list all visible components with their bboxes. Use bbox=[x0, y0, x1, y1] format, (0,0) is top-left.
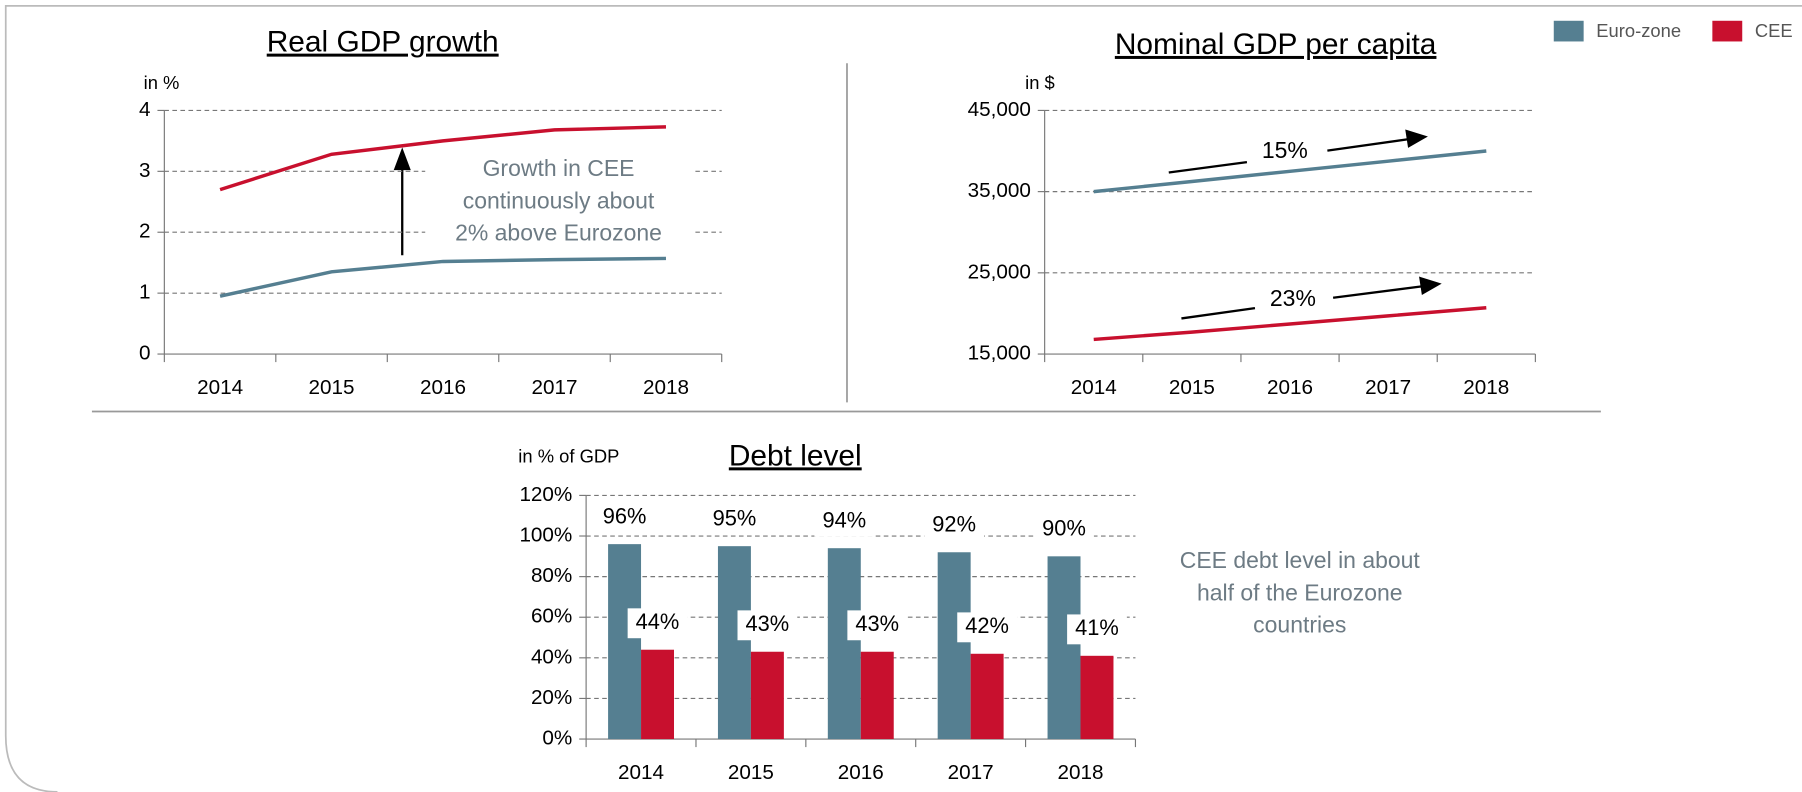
chart-title: Real GDP growth bbox=[267, 26, 499, 59]
x-tick-label: 2016 bbox=[1267, 376, 1313, 399]
value-label-bg bbox=[957, 612, 1018, 643]
x-tick-label: 2016 bbox=[420, 376, 466, 399]
axis-label: in % of GDP bbox=[518, 445, 619, 466]
y-tick-label: 3 bbox=[139, 159, 151, 182]
y-tick-label: 80% bbox=[531, 564, 572, 587]
bar bbox=[717, 546, 751, 740]
bar bbox=[750, 651, 784, 740]
arrow bbox=[1332, 285, 1423, 299]
y-tick-label: 100% bbox=[519, 523, 572, 546]
value-label-bg bbox=[1034, 514, 1094, 545]
annotation: half of the Eurozone bbox=[1197, 579, 1403, 605]
value-label-bg bbox=[737, 610, 798, 641]
arrows bbox=[393, 129, 1442, 320]
y-tick-label: 1 bbox=[139, 281, 151, 304]
x-tick-label: 2018 bbox=[1058, 761, 1104, 784]
x-tick-label: 2014 bbox=[197, 376, 243, 399]
annotation: Growth in CEE bbox=[483, 155, 635, 181]
x-tick-label: 2015 bbox=[728, 761, 774, 784]
y-tick-label: 20% bbox=[531, 686, 572, 709]
frame bbox=[4, 4, 1802, 792]
bar bbox=[641, 649, 675, 740]
bar bbox=[608, 544, 642, 740]
y-tick-label: 2 bbox=[139, 220, 151, 243]
value-label-bg bbox=[627, 608, 688, 639]
arrow-head bbox=[1405, 129, 1428, 148]
arrow-head bbox=[1419, 276, 1442, 295]
annotation-bg bbox=[425, 154, 696, 251]
value-label-bg bbox=[704, 504, 765, 535]
value-label-bg bbox=[594, 502, 655, 533]
y-tick-label: 0 bbox=[139, 342, 151, 365]
legend-swatch bbox=[1712, 20, 1743, 42]
value-label: 90% bbox=[1042, 516, 1086, 541]
value-label: 41% bbox=[1075, 615, 1119, 640]
x-tick-label: 2018 bbox=[643, 376, 689, 399]
annotation: continuously about bbox=[463, 187, 655, 213]
value-label-bg bbox=[847, 610, 908, 641]
y-tick-label: 45,000 bbox=[968, 98, 1031, 121]
axis-label: in $ bbox=[1025, 72, 1055, 93]
bar bbox=[970, 653, 1004, 740]
x-tick-label: 2014 bbox=[618, 761, 664, 784]
value-label: 95% bbox=[713, 505, 757, 530]
annotation-bg bbox=[1252, 137, 1320, 168]
legend-swatch bbox=[1553, 20, 1584, 42]
arrow bbox=[1168, 160, 1248, 174]
value-label: 96% bbox=[603, 503, 647, 528]
bar bbox=[827, 548, 861, 740]
arrow-head bbox=[393, 147, 411, 171]
x-tick-label: 2017 bbox=[1365, 376, 1411, 399]
series-line bbox=[219, 256, 667, 298]
value-label: 42% bbox=[965, 613, 1009, 638]
y-tick-label: 0% bbox=[542, 727, 572, 750]
chart-title: Debt level bbox=[729, 439, 862, 472]
x-tick-label: 2017 bbox=[532, 376, 578, 399]
annotation-bg bbox=[1260, 286, 1328, 317]
annotation: countries bbox=[1253, 611, 1346, 637]
bar bbox=[860, 651, 894, 740]
annotation: 23% bbox=[1270, 285, 1316, 311]
chart-title: Nominal GDP per capita bbox=[1115, 28, 1437, 61]
annotation: 2% above Eurozone bbox=[455, 220, 662, 246]
x-tick-label: 2014 bbox=[1071, 376, 1117, 399]
y-tick-label: 35,000 bbox=[968, 179, 1031, 202]
annotation: CEE debt level in about bbox=[1180, 547, 1421, 573]
y-tick-label: 4 bbox=[139, 98, 151, 121]
y-tick-label: 120% bbox=[519, 483, 572, 506]
value-label: 94% bbox=[822, 508, 866, 533]
bar bbox=[937, 552, 971, 740]
arrow bbox=[1327, 138, 1410, 152]
series-line bbox=[1093, 306, 1487, 342]
x-tick-label: 2015 bbox=[1169, 376, 1215, 399]
y-tick-label: 15,000 bbox=[968, 342, 1031, 365]
x-tick-label: 2015 bbox=[309, 376, 355, 399]
axis-label: in % bbox=[144, 72, 180, 93]
legend-label: Euro-zone bbox=[1596, 20, 1681, 41]
value-label-bg bbox=[814, 506, 875, 537]
value-label-bg bbox=[1067, 614, 1127, 645]
y-tick-label: 60% bbox=[531, 605, 572, 628]
bar bbox=[1080, 655, 1114, 740]
value-label: 43% bbox=[855, 611, 899, 636]
series-line bbox=[219, 125, 667, 192]
x-tick-label: 2017 bbox=[948, 761, 994, 784]
x-tick-label: 2018 bbox=[1463, 376, 1509, 399]
value-label-bg bbox=[924, 510, 985, 541]
legend-label: CEE bbox=[1755, 20, 1793, 41]
x-tick-label: 2016 bbox=[838, 761, 884, 784]
arrow bbox=[1181, 306, 1256, 320]
series-line bbox=[1093, 149, 1487, 194]
bar bbox=[1047, 556, 1081, 740]
value-label: 44% bbox=[636, 609, 680, 634]
y-tick-label: 40% bbox=[531, 645, 572, 668]
value-label: 43% bbox=[746, 611, 790, 636]
annotation: 15% bbox=[1262, 137, 1308, 163]
value-label: 92% bbox=[932, 512, 976, 537]
y-tick-label: 25,000 bbox=[968, 260, 1031, 283]
